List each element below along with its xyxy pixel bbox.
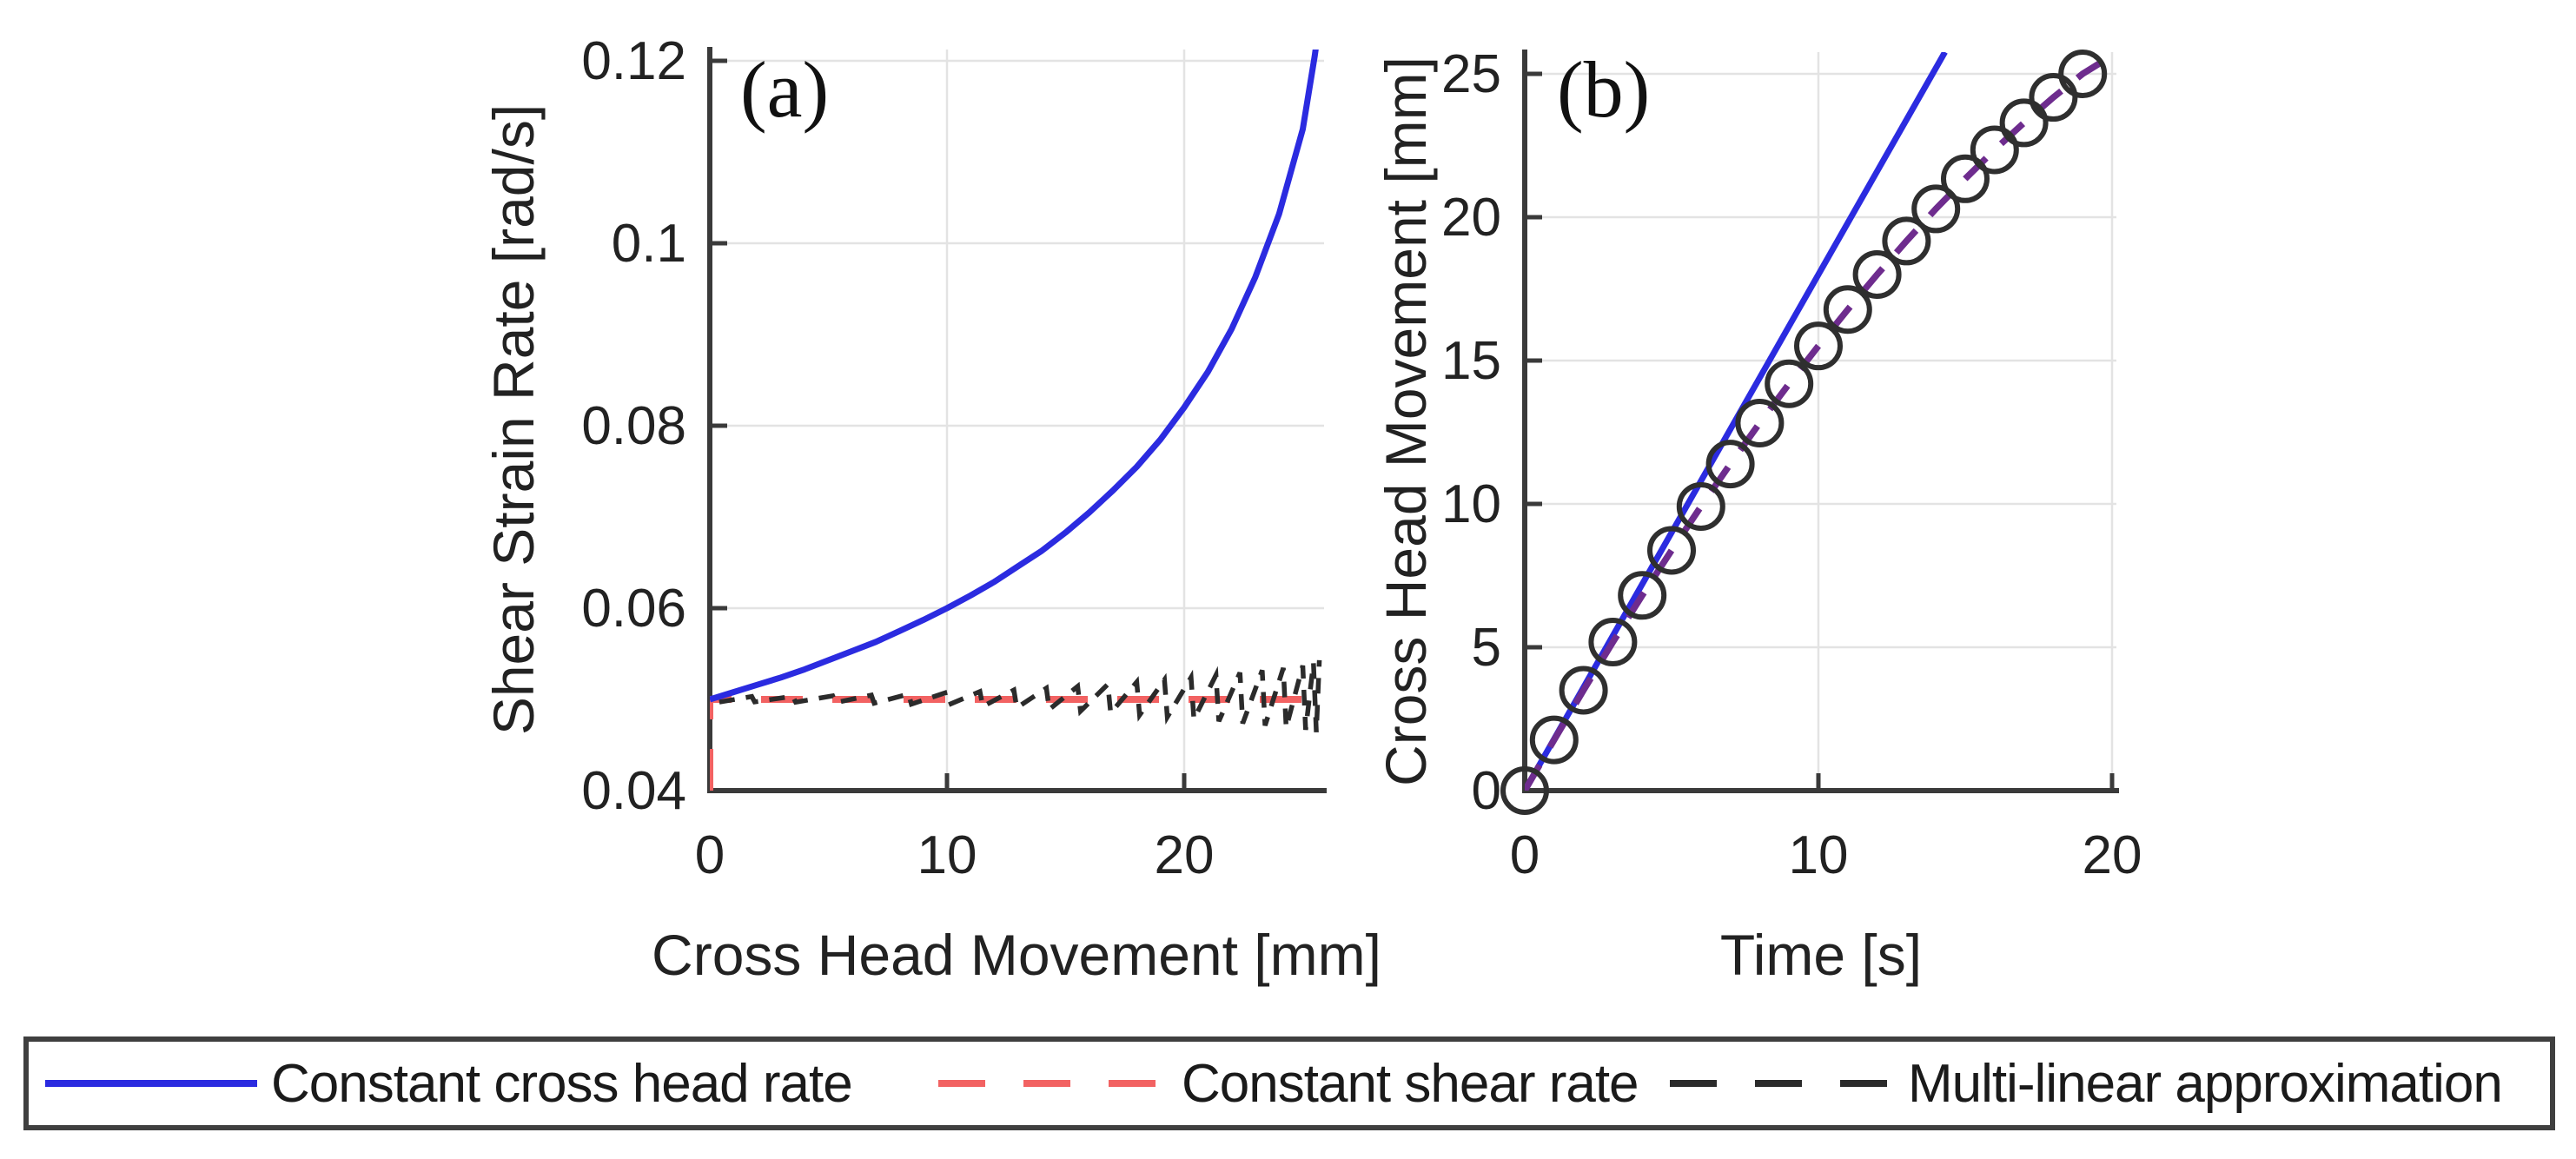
panel-b: 0 10 20 0 5 10 15 20 25 — [1441, 44, 2142, 885]
y-tick-label: 0.06 — [581, 579, 686, 639]
y-tick-label: 0 — [1472, 761, 1501, 821]
panel-a-curves — [710, 50, 1324, 791]
x-tick-label: 20 — [1155, 825, 1215, 885]
constant-cross-head-rate-curve — [1525, 52, 1948, 791]
panel-a: 0 10 20 0.04 0.06 0.08 0.1 0.12 — [581, 31, 1327, 885]
y-tick-label: 0.04 — [581, 761, 686, 821]
constant-shear-rate-multi-linear-curve — [1525, 52, 2116, 791]
data-point-circle — [1735, 398, 1785, 447]
panel-b-xlabel: Time [s] — [1720, 923, 1922, 987]
data-point-circle — [1647, 526, 1696, 575]
panel-a-xlabel: Cross Head Movement [mm] — [652, 923, 1381, 987]
y-tick-label: 20 — [1441, 188, 1501, 248]
data-point-circle — [1941, 154, 1990, 203]
data-point-circle — [1823, 285, 1872, 334]
y-tick-label: 0.08 — [581, 396, 686, 456]
data-point-circle — [1588, 618, 1638, 667]
panel-b-curves — [1525, 52, 2116, 791]
legend-label-multi-linear-approximation: Multi-linear approximation — [1908, 1054, 2502, 1114]
legend-label-constant-shear-rate: Constant shear rate — [1182, 1054, 1639, 1114]
y-tick-label: 10 — [1441, 474, 1501, 534]
x-tick-label: 0 — [695, 825, 725, 885]
panel-a-letter: (a) — [740, 45, 829, 134]
y-tick-label: 5 — [1472, 618, 1501, 678]
data-point-circle — [1618, 571, 1667, 620]
y-tick-label: 0.12 — [581, 31, 686, 91]
data-point-circle — [1999, 98, 2049, 148]
data-point-circle — [1970, 125, 2019, 175]
panel-b-letter: (b) — [1557, 45, 1650, 134]
data-point-circle — [1794, 321, 1843, 371]
data-point-circle — [1765, 359, 1814, 408]
legend: Constant cross head rate Constant shear … — [23, 1036, 2555, 1130]
x-tick-label: 10 — [1789, 825, 1849, 885]
data-point-circle — [1911, 184, 1961, 234]
data-point-circle — [1676, 481, 1725, 531]
data-point-circle — [1882, 216, 1931, 266]
panel-a-ylabel: Shear Strain Rate [rad/s] — [481, 104, 546, 735]
constant-cross-head-rate-curve — [710, 50, 1319, 703]
legend-box — [23, 1036, 2555, 1130]
panel-b-ylabel: Cross Head Movement [mm] — [1374, 56, 1438, 786]
y-tick-label: 15 — [1441, 331, 1501, 391]
y-tick-label: 25 — [1441, 44, 1501, 104]
x-tick-label: 0 — [1510, 825, 1540, 885]
data-point-circle — [1705, 440, 1755, 489]
y-tick-label: 0.1 — [612, 214, 686, 274]
legend-label-constant-cross-head-rate: Constant cross head rate — [271, 1054, 852, 1114]
data-point-circle — [1500, 766, 1549, 815]
data-point-circle — [2029, 73, 2078, 123]
x-tick-label: 20 — [2083, 825, 2142, 885]
data-point-circle — [1529, 715, 1579, 765]
data-point-circle — [1852, 250, 1902, 299]
x-tick-label: 10 — [917, 825, 977, 885]
data-point-circle — [1559, 666, 1608, 715]
data-point-circle — [2058, 50, 2108, 98]
